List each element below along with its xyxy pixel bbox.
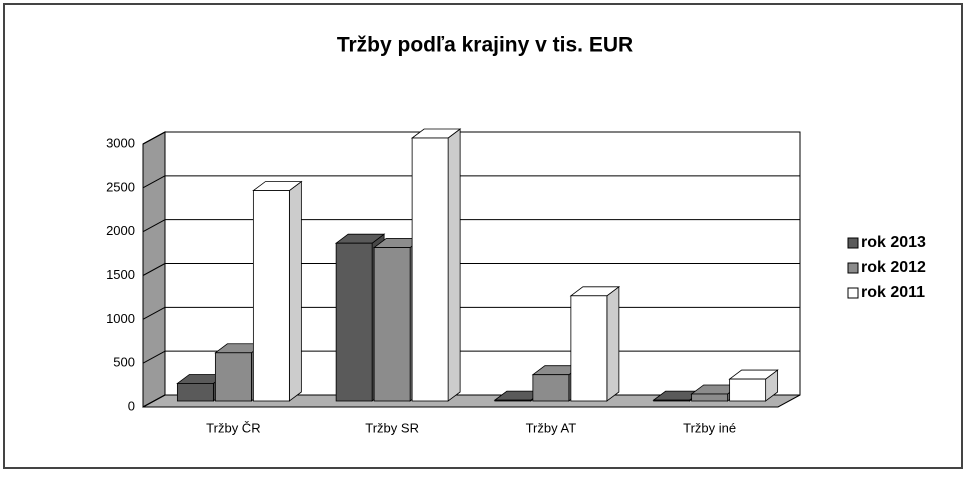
grid-line-side xyxy=(142,131,166,145)
bar xyxy=(569,285,621,402)
chart-title: Tržby podľa krajiny v tis. EUR xyxy=(337,34,633,57)
bar-front xyxy=(411,137,449,402)
y-tick-label: 3000 xyxy=(106,135,135,150)
bar xyxy=(252,180,303,402)
x-tick-label: Tržby ČR xyxy=(206,420,260,435)
bar-side xyxy=(606,285,620,402)
grid-line-side xyxy=(142,394,166,408)
legend-swatch xyxy=(847,287,859,299)
bar xyxy=(410,128,462,402)
y-tick-label: 1000 xyxy=(106,311,135,326)
y-tick-label: 1500 xyxy=(106,267,135,282)
x-tick-label: Tržby iné xyxy=(683,420,736,435)
legend-swatch xyxy=(847,237,859,249)
bar xyxy=(728,369,779,402)
bar-front xyxy=(729,378,767,402)
grid-line-side xyxy=(142,175,166,189)
grid-line-side xyxy=(142,263,166,276)
legend-swatch xyxy=(847,262,859,274)
bar-front xyxy=(691,393,729,402)
bar-front xyxy=(335,242,373,402)
bar-front xyxy=(532,374,570,402)
bar-side xyxy=(288,180,302,402)
x-tick-label: Tržby SR xyxy=(365,420,419,435)
y-tick-label: 0 xyxy=(128,398,135,413)
bar-front xyxy=(653,399,691,402)
y-tick-label: 2000 xyxy=(106,223,135,238)
legend-label: rok 2012 xyxy=(861,259,926,276)
grid-line-side xyxy=(142,306,166,320)
bar-front xyxy=(494,399,532,402)
bar xyxy=(531,364,583,402)
x-tick-label: Tržby AT xyxy=(526,420,577,435)
legend-label: rok 2013 xyxy=(861,234,926,251)
bar-front xyxy=(570,295,608,402)
grid-line-side xyxy=(142,350,166,364)
y-tick-label: 500 xyxy=(113,355,135,370)
bar-front xyxy=(214,352,252,402)
y-tick-label: 2500 xyxy=(106,179,135,194)
legend-label: rok 2011 xyxy=(861,284,925,301)
bar-front xyxy=(373,247,411,402)
bar-side xyxy=(447,128,461,402)
bar-front xyxy=(176,383,214,402)
grid-line-side xyxy=(142,219,166,233)
bar-front xyxy=(252,190,290,402)
